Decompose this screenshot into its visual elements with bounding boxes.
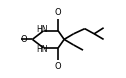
Text: HN: HN (37, 45, 48, 54)
Text: O: O (55, 8, 61, 17)
Text: O: O (55, 62, 61, 71)
Text: HN: HN (37, 25, 48, 34)
Text: O: O (20, 35, 27, 44)
